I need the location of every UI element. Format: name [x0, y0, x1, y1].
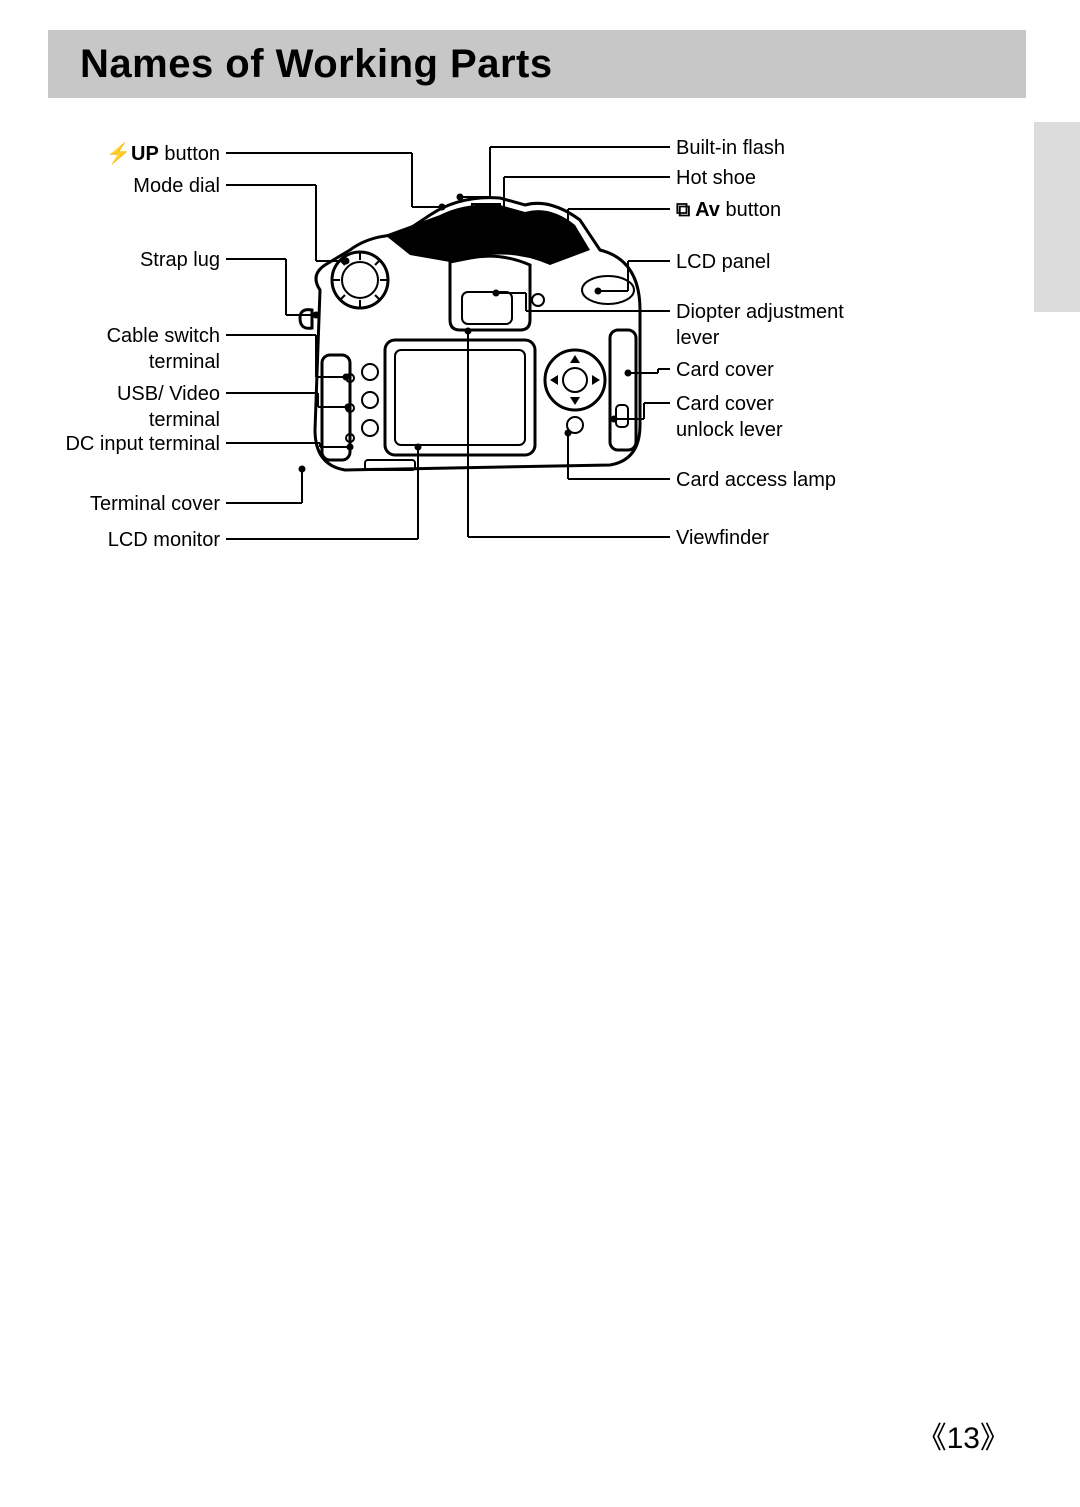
leader-dot — [471, 208, 478, 215]
part-label: Built-in flash — [676, 135, 785, 161]
leader-dot — [347, 444, 354, 451]
leader-line — [503, 177, 505, 211]
part-label: LCD monitor — [108, 527, 220, 553]
leader-line — [412, 206, 442, 208]
leader-line — [226, 502, 302, 504]
leader-line — [643, 403, 645, 419]
leader-line — [317, 393, 319, 407]
leader-line — [567, 209, 569, 231]
leader-line — [320, 446, 350, 448]
leader-line — [285, 259, 287, 315]
leader-line — [526, 310, 670, 312]
leader-dot — [343, 258, 350, 265]
part-label: Card cover — [676, 357, 774, 383]
part-label: Cable switchterminal — [107, 323, 220, 375]
parts-diagram: ⚡UP button Mode dial Strap lug Cable switch… — [60, 125, 980, 585]
leader-line — [226, 442, 320, 444]
leader-line — [504, 176, 670, 178]
leader-line — [628, 260, 670, 262]
leader-line — [598, 290, 628, 292]
part-label: Card access lamp — [676, 467, 836, 493]
part-label: ⧉ Av button — [676, 197, 781, 223]
leader-line — [525, 293, 527, 311]
leader-line — [467, 331, 469, 537]
leader-dot — [439, 204, 446, 211]
leader-line — [315, 185, 317, 261]
leader-line — [568, 208, 670, 210]
page-number: 《13》 — [917, 1413, 1010, 1457]
part-label: USB/ Videoterminal — [117, 381, 220, 433]
leader-line — [226, 258, 286, 260]
thumb-tab — [1034, 122, 1080, 312]
leader-dot — [343, 374, 350, 381]
leader-line — [226, 152, 412, 154]
leader-dot — [625, 370, 632, 377]
part-label: LCD panel — [676, 249, 771, 275]
part-label: Strap lug — [140, 247, 220, 273]
part-label: ⚡UP button — [106, 141, 220, 167]
leader-line — [460, 196, 490, 198]
leader-dot — [299, 466, 306, 473]
leader-dot — [313, 312, 320, 319]
part-label: Card coverunlock lever — [676, 391, 783, 443]
page-title: Names of Working Parts — [80, 42, 553, 87]
leader-dot — [493, 290, 500, 297]
leader-dot — [565, 430, 572, 437]
leader-dot — [611, 416, 618, 423]
part-label: DC input terminal — [65, 431, 220, 457]
leader-line — [658, 368, 670, 370]
leader-line — [226, 392, 318, 394]
leader-line — [614, 418, 644, 420]
leader-line — [474, 210, 504, 212]
leader-line — [226, 334, 316, 336]
leader-line — [316, 260, 346, 262]
leader-line — [628, 372, 658, 374]
leader-line — [627, 261, 629, 291]
leader-line — [226, 538, 418, 540]
leader-dot — [415, 444, 422, 451]
leader-line — [496, 292, 526, 294]
leader-dot — [535, 228, 542, 235]
leader-line — [286, 314, 316, 316]
part-label: Mode dial — [133, 173, 220, 199]
part-label: Terminal cover — [90, 491, 220, 517]
part-label: Hot shoe — [676, 165, 756, 191]
leader-line — [301, 469, 303, 503]
leader-line — [318, 406, 348, 408]
leader-line — [644, 402, 670, 404]
leader-line — [489, 147, 491, 197]
leader-line — [490, 146, 670, 148]
leader-line — [226, 184, 316, 186]
camera-illustration — [290, 180, 660, 490]
leader-dot — [595, 288, 602, 295]
leader-line — [411, 153, 413, 207]
leader-dot — [457, 194, 464, 201]
leader-line — [567, 433, 569, 479]
leader-line — [568, 478, 670, 480]
part-label: Diopter adjustmentlever — [676, 299, 844, 351]
leader-line — [316, 376, 346, 378]
leader-line — [417, 447, 419, 539]
leader-line — [468, 536, 670, 538]
part-label: Viewfinder — [676, 525, 769, 551]
leader-dot — [345, 404, 352, 411]
leader-dot — [465, 328, 472, 335]
heading-bar: Names of Working Parts — [48, 30, 1026, 98]
leader-line — [538, 230, 568, 232]
leader-line — [315, 335, 317, 377]
